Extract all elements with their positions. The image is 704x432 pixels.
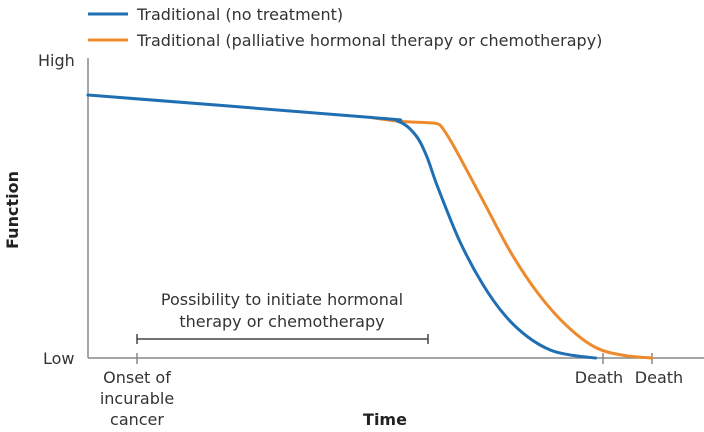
series-line-palliative [368, 115, 654, 360]
y-axis-title: Function [3, 171, 22, 249]
therapy-window-annotation: Possibility to initiate hormonal therapy… [136, 290, 429, 344]
event-label-death-no-treatment: Death [575, 368, 623, 387]
event-label-onset-line1: Onset of [103, 368, 171, 387]
series-line-no-treatment [86, 93, 598, 360]
legend-label-palliative: Traditional (palliative hormonal therapy… [136, 31, 602, 50]
x-axis-title: Time [363, 410, 407, 429]
annotation-text-line1: Possibility to initiate hormonal [161, 290, 403, 309]
annotation-text-line2: therapy or chemotherapy [179, 312, 384, 331]
event-label-onset-line3: cancer [110, 410, 164, 429]
event-label-death-palliative: Death [635, 368, 683, 387]
y-tick-label-high: High [38, 51, 75, 70]
legend: Traditional (no treatment) Traditional (… [88, 5, 602, 50]
legend-label-no-treatment: Traditional (no treatment) [136, 5, 343, 24]
y-tick-label-low: Low [43, 349, 75, 368]
event-label-onset-line2: incurable [100, 389, 174, 408]
series-layer [86, 93, 654, 360]
